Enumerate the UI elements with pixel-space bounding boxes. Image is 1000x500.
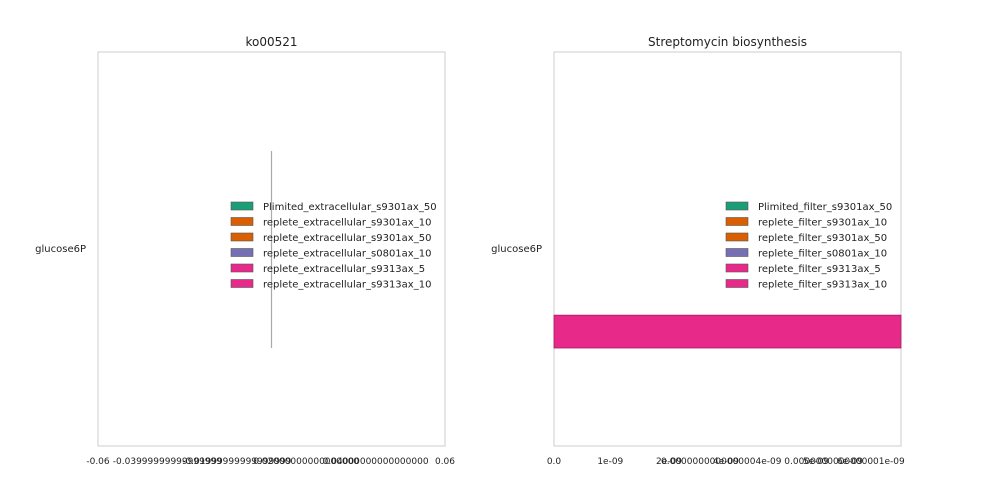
legend-label: replete_extracellular_s9301ax_10 xyxy=(263,218,431,229)
x-tick-label: 6e-09 xyxy=(837,457,863,467)
chart-title: ko00521 xyxy=(245,35,297,49)
legend: Plimited_filter_s9301ax_50 replete_filter… xyxy=(725,201,892,291)
chart-title: Streptomycin biosynthesis xyxy=(648,35,807,49)
x-tick-label: -0.06 xyxy=(86,457,110,467)
legend-swatch xyxy=(230,248,254,257)
legend-swatch xyxy=(725,279,749,288)
x-tick-label: 0.06 xyxy=(435,457,455,467)
legend-swatch xyxy=(725,217,749,226)
legend-label: replete_extracellular_s9301ax_50 xyxy=(263,233,431,244)
y-tick-label: glucose6P xyxy=(491,244,542,255)
x-tick-label: 0.04000000000000000 xyxy=(323,457,429,467)
legend-swatch xyxy=(230,217,254,226)
legend-label: replete_extracellular_s9313ax_10 xyxy=(263,280,431,291)
legend: Plimited_extracellular_s9301ax_50replete… xyxy=(230,201,437,291)
x-tick-label: 4e-09 xyxy=(713,457,739,467)
legend-swatch xyxy=(230,263,254,273)
x-tick-label: 0.0 xyxy=(547,457,562,467)
x-tick-overlap-text: 0.0000000000000004e-09 0.000000000000000… xyxy=(661,457,905,467)
x-tick-label: 1e-09 xyxy=(597,457,623,467)
legend-swatch xyxy=(725,248,749,257)
x-tick-label: -0.01999999999999999 xyxy=(182,457,291,467)
legend-swatch xyxy=(230,232,254,242)
legend-label: replete_filter_s9301ax_10 xyxy=(758,218,887,229)
y-tick-label: glucose6P xyxy=(35,244,86,255)
x-tick-label: 0.02000000000000000 xyxy=(253,457,359,467)
x-tick-label: 5e-09 xyxy=(803,457,829,467)
x-tick-label: -0.03999999999999999 xyxy=(113,457,222,467)
legend-swatch xyxy=(230,201,254,211)
legend-swatch xyxy=(230,279,254,288)
legend-label: Plimited_filter_s9301ax_50 xyxy=(758,202,892,213)
legend-label: replete_extracellular_s0801ax_10 xyxy=(263,249,431,260)
legend-label: replete_extracellular_s9313ax_5 xyxy=(263,264,425,275)
chart-panel-1: Streptomycin biosynthesis glucose6P 0.0 1e-… xyxy=(491,35,905,467)
legend-label: replete_filter_s9313ax_10 xyxy=(758,280,887,291)
legend-swatch xyxy=(725,232,749,242)
bar-replete_filter_s9313ax_10 xyxy=(553,314,902,349)
x-tick-label: 2e-09 xyxy=(656,457,682,467)
legend-label: replete_filter_s0801ax_10 xyxy=(758,249,887,260)
legend-label: replete_filter_s9301ax_50 xyxy=(758,233,887,244)
legend-label: replete_filter_s9313ax_5 xyxy=(758,264,881,275)
chart-panel-0: ko00521 glucose6P -0.06 -0.0399999999999999… xyxy=(35,35,455,467)
legend-swatch xyxy=(725,263,749,273)
legend-swatch xyxy=(725,201,749,211)
legend-label: Plimited_extracellular_s9301ax_50 xyxy=(263,202,437,213)
